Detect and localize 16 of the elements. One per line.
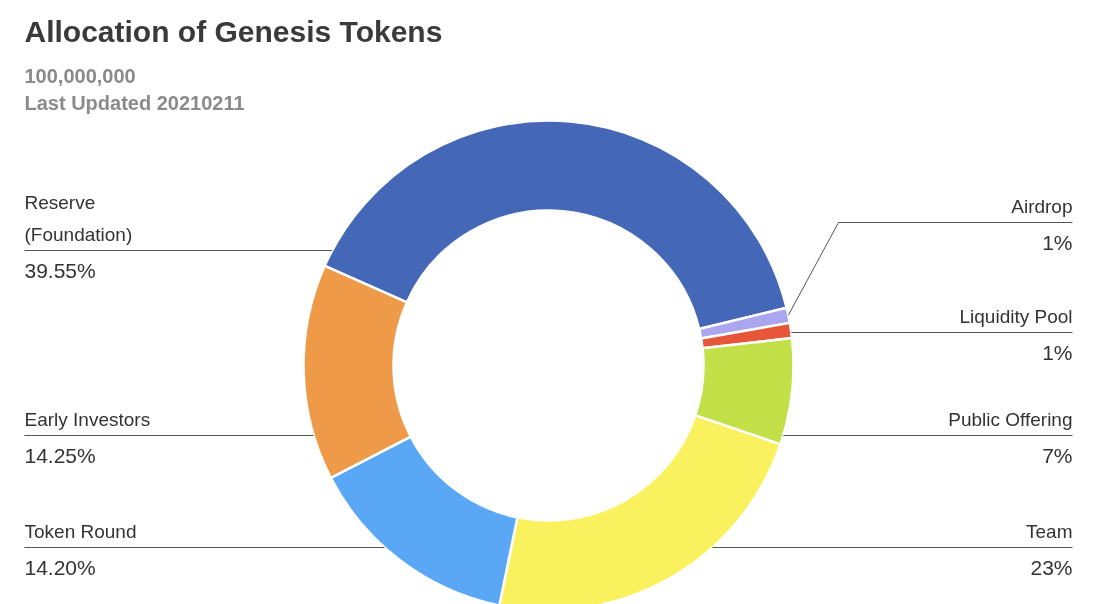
data-label: 1% <box>1042 230 1073 254</box>
data-label: 23% <box>1030 555 1073 579</box>
slice-label: Airdrop <box>1011 195 1073 217</box>
data-label: 14.25% <box>24 443 96 467</box>
data-label: 39.55% <box>24 258 96 282</box>
chart-subtitle: 100,000,000 Last Updated 20210211 <box>24 64 245 114</box>
data-label: 7% <box>1042 443 1073 467</box>
slice-label: Team <box>1026 520 1073 542</box>
slice-label: Liquidity Pool <box>959 305 1073 327</box>
slice-label: Token Round <box>24 520 137 542</box>
chart-title: Allocation of Genesis Tokens <box>24 14 443 48</box>
data-label: 14.20% <box>24 555 96 579</box>
slice-label: Public Offering <box>948 408 1073 430</box>
slice-label: Reserve (Foundation) <box>24 192 133 245</box>
data-label: 1% <box>1042 340 1073 364</box>
slice-label: Early Investors <box>24 408 151 430</box>
